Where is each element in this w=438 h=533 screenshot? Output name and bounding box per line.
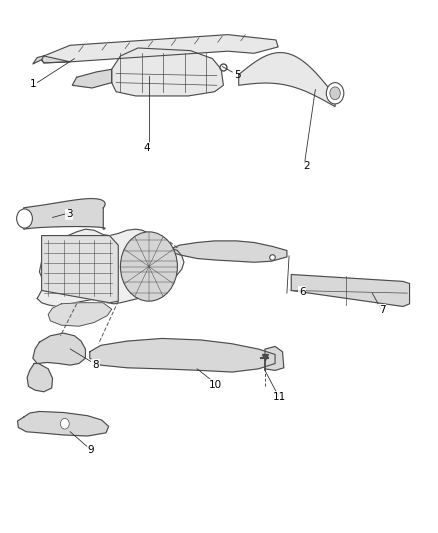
- Polygon shape: [239, 53, 335, 107]
- Polygon shape: [18, 411, 109, 436]
- Circle shape: [120, 232, 177, 301]
- Text: 5: 5: [234, 70, 241, 79]
- Text: 8: 8: [92, 360, 99, 369]
- Text: 2: 2: [303, 161, 310, 171]
- Text: 1: 1: [29, 79, 36, 88]
- Polygon shape: [42, 236, 118, 303]
- Text: 6: 6: [299, 287, 306, 297]
- Polygon shape: [48, 303, 112, 326]
- Text: 4: 4: [143, 143, 150, 153]
- Polygon shape: [112, 48, 223, 96]
- Polygon shape: [27, 364, 53, 392]
- Text: 3: 3: [66, 209, 73, 219]
- Text: 9: 9: [88, 446, 95, 455]
- Polygon shape: [166, 241, 287, 262]
- Polygon shape: [37, 229, 184, 306]
- Polygon shape: [265, 346, 284, 370]
- Polygon shape: [291, 274, 410, 306]
- Polygon shape: [90, 338, 275, 372]
- Circle shape: [60, 418, 69, 429]
- Circle shape: [17, 209, 32, 228]
- Text: 11: 11: [273, 392, 286, 402]
- Circle shape: [326, 83, 344, 104]
- Polygon shape: [42, 35, 278, 63]
- Circle shape: [330, 87, 340, 100]
- Text: 10: 10: [209, 380, 222, 390]
- Polygon shape: [24, 199, 105, 229]
- Polygon shape: [33, 56, 70, 64]
- Text: 7: 7: [378, 305, 385, 315]
- Polygon shape: [72, 69, 112, 88]
- Polygon shape: [33, 333, 85, 365]
